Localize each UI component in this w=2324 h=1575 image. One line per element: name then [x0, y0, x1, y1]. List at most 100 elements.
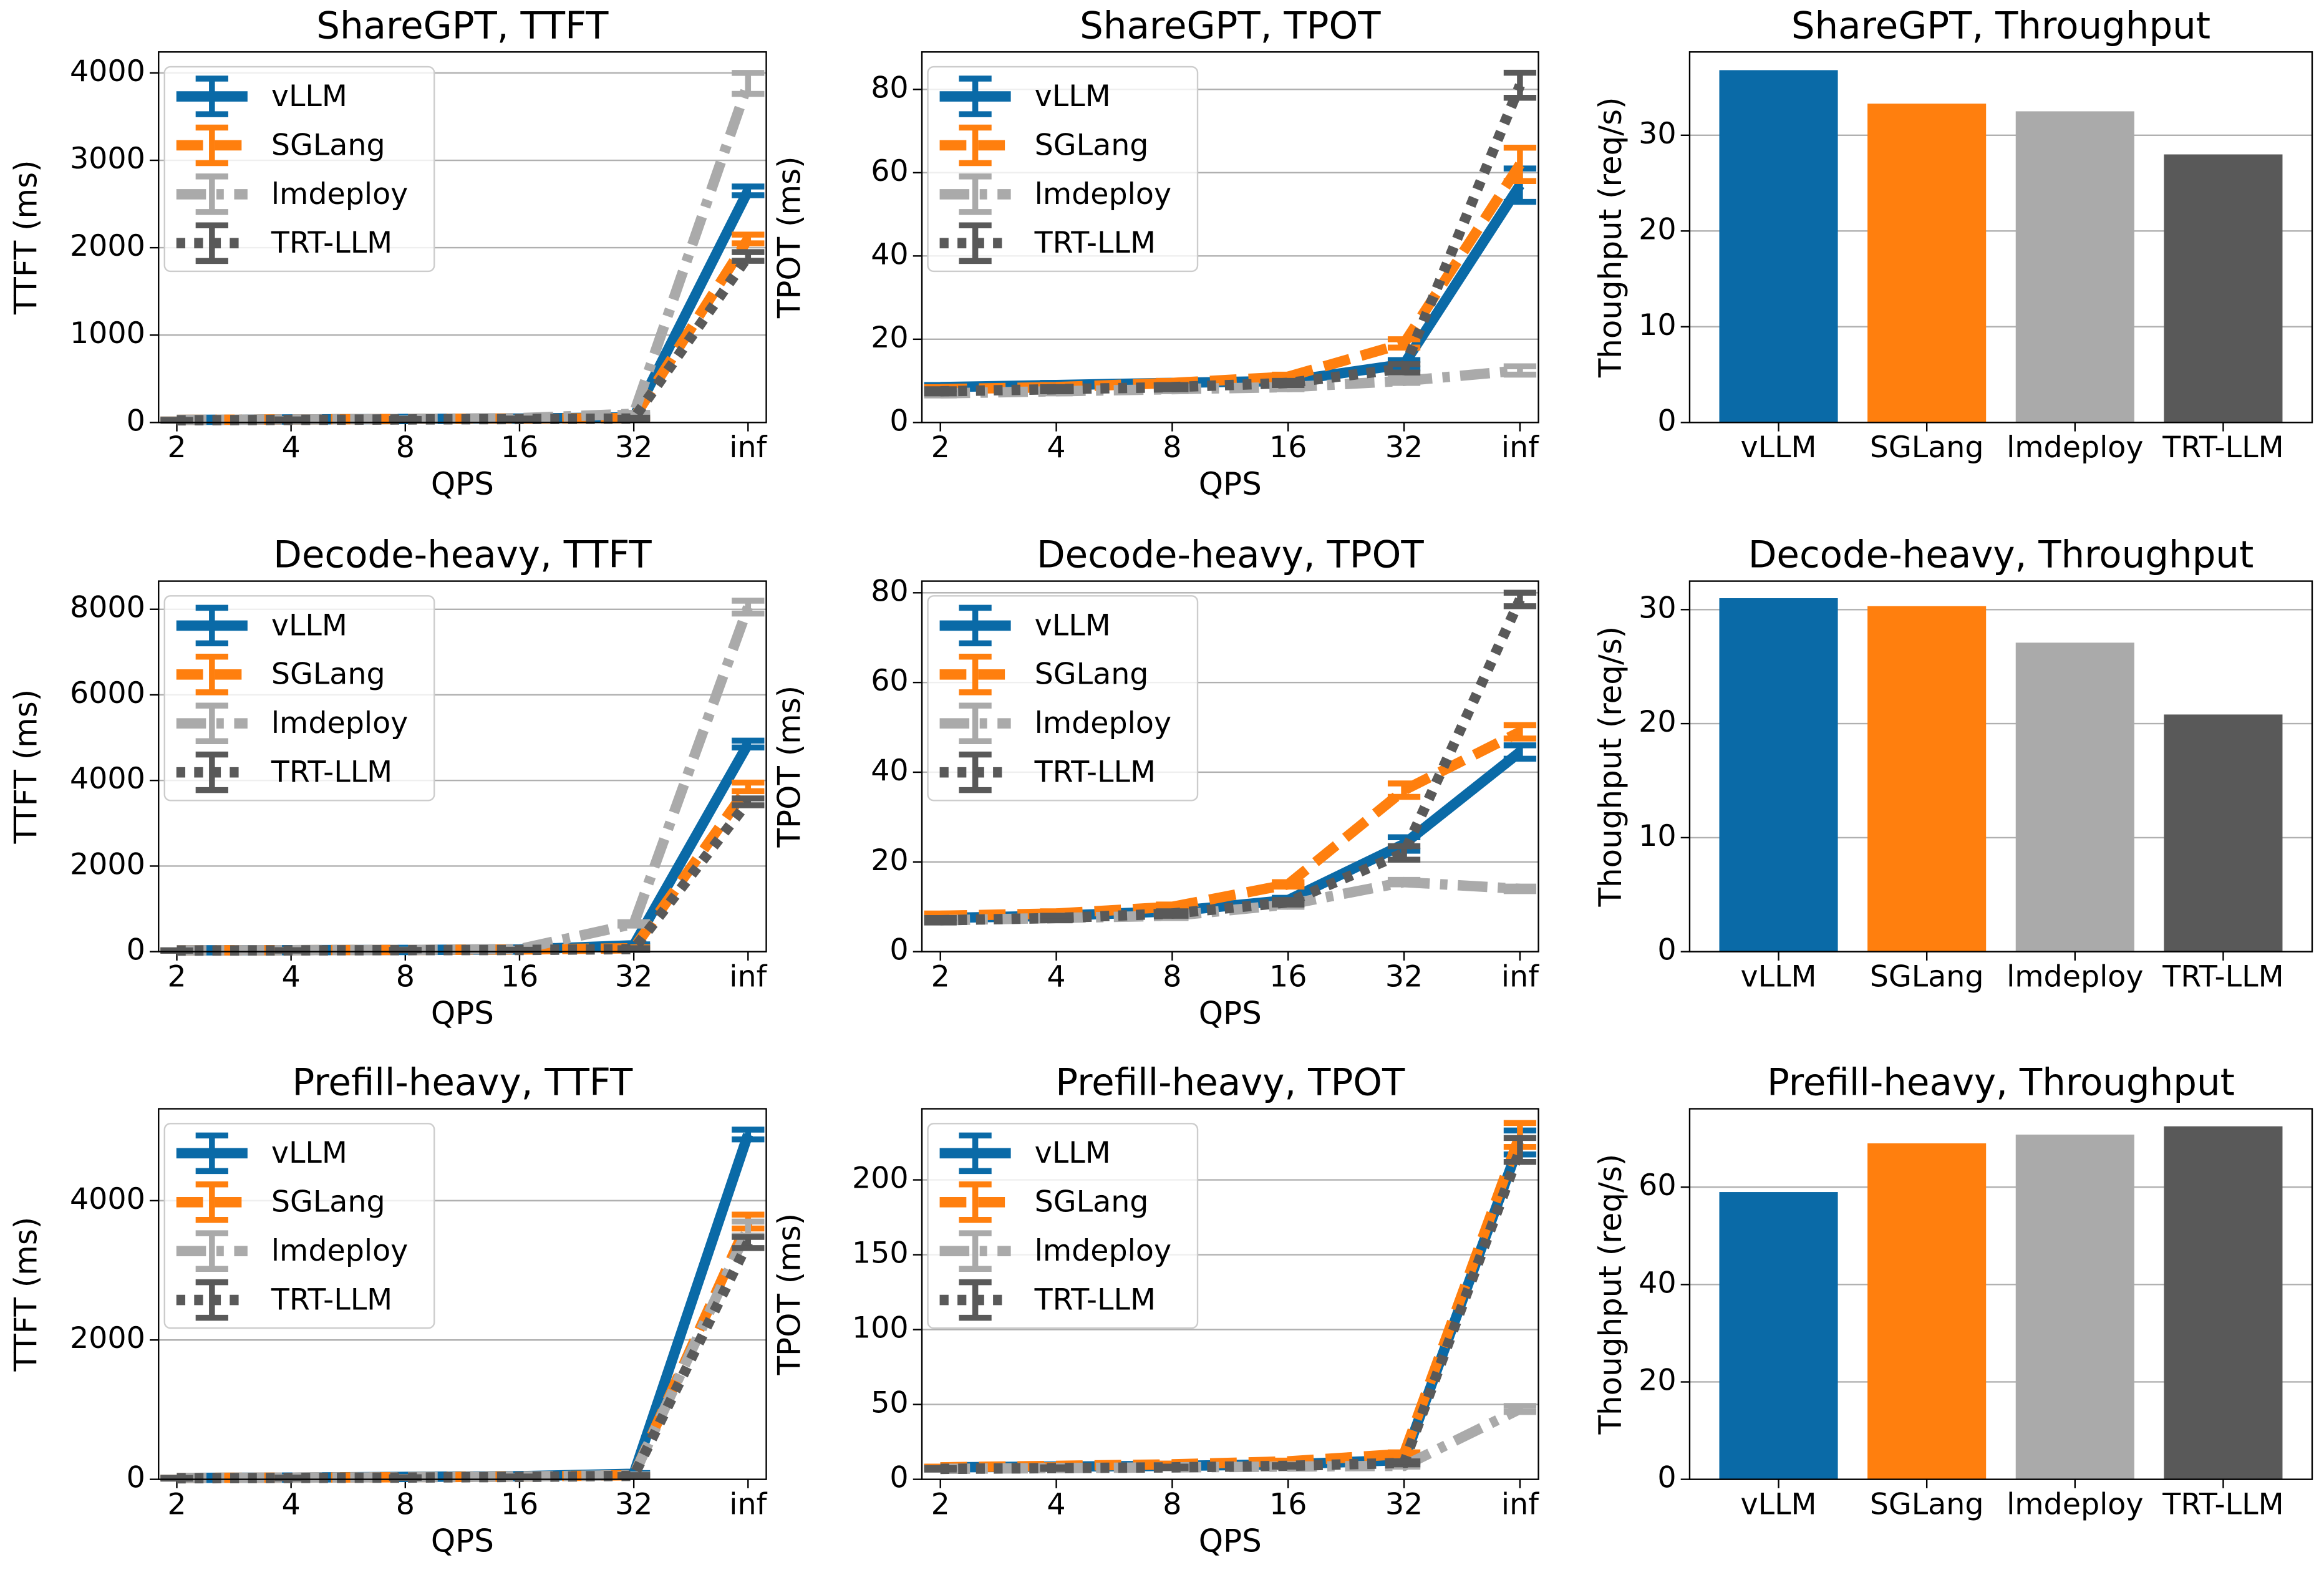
y-tick-label: 20 — [1639, 705, 1676, 739]
legend-label: SGLang — [1035, 1185, 1149, 1219]
x-tick-label: 16 — [1269, 430, 1307, 465]
y-tick-label: 0 — [889, 404, 908, 438]
error-bar — [1040, 384, 1073, 395]
y-tick-label: 8000 — [70, 591, 145, 625]
series-line — [940, 83, 1525, 397]
y-tick-label: 4000 — [70, 54, 145, 89]
y-axis-label: Thoughput (req/s) — [1592, 1154, 1629, 1435]
y-tick-label: 60 — [871, 664, 908, 698]
legend-box — [927, 65, 1199, 273]
y-tick-label: 80 — [871, 574, 908, 608]
bar — [1867, 104, 1987, 423]
error-bar — [732, 1127, 765, 1143]
error-bar — [732, 779, 765, 795]
chart-panel: 0 10 20 30 vLLM SGLang lmdeploy TRT-LLM ShareGPT… — [1592, 4, 2313, 465]
x-tick-label: 32 — [1385, 1487, 1423, 1521]
y-tick-label: 60 — [1639, 1168, 1676, 1203]
x-tick-label: 2 — [167, 959, 186, 994]
x-tick-label: 4 — [1047, 959, 1065, 994]
y-tick-label: 0 — [889, 933, 908, 967]
y-tick-label: 4000 — [70, 762, 145, 796]
y-tick-label: 40 — [871, 754, 908, 788]
error-bar — [1156, 382, 1189, 392]
error-bar — [1503, 1135, 1537, 1165]
x-tick-label: 32 — [1385, 959, 1423, 994]
error-bar — [732, 598, 765, 617]
x-tick-label: 32 — [615, 430, 652, 465]
bar — [2015, 1134, 2134, 1480]
error-bar — [617, 919, 651, 929]
error-bar — [732, 183, 765, 198]
y-axis-label: TPOT (ms) — [771, 686, 807, 848]
legend-box — [163, 1123, 435, 1329]
error-bar — [924, 914, 957, 926]
error-bar — [274, 947, 307, 954]
legend-label: lmdeploy — [1035, 706, 1171, 740]
series-line — [177, 253, 753, 426]
legend-label: vLLM — [1035, 608, 1111, 642]
legend-label: vLLM — [271, 1136, 347, 1170]
bar — [1867, 606, 1987, 952]
x-tick-label: TRT-LLM — [2162, 959, 2283, 994]
x-axis-label: QPS — [431, 466, 494, 502]
y-tick-label: 30 — [1639, 117, 1676, 151]
y-tick-label: 3000 — [70, 142, 145, 176]
y-tick-label: 100 — [852, 1311, 909, 1345]
y-tick-label: 20 — [871, 843, 908, 878]
y-tick-label: 20 — [1639, 1363, 1676, 1397]
x-tick-label: 16 — [501, 430, 538, 465]
legend-box — [163, 595, 435, 802]
legend-label: SGLang — [1035, 128, 1149, 162]
y-axis-label: TTFT (ms) — [8, 160, 44, 315]
series-line — [177, 783, 753, 956]
y-tick-label: 40 — [871, 237, 908, 271]
y-tick-label: 0 — [127, 933, 145, 967]
legend-label: vLLM — [271, 79, 347, 114]
chart-panel: 0 1000 2000 3000 4000 2 4 8 16 32 inf QPS vLLM SGLang… — [8, 4, 768, 502]
legend-label: TRT-LLM — [1034, 755, 1156, 790]
y-axis-label: Thoughput (req/s) — [1592, 97, 1629, 378]
y-tick-label: 0 — [1657, 933, 1676, 967]
legend-label: lmdeploy — [1035, 177, 1171, 211]
y-tick-label: 20 — [1639, 212, 1676, 246]
series-line — [177, 1240, 753, 1484]
error-bar — [1387, 780, 1421, 800]
x-tick-label: vLLM — [1740, 959, 1816, 994]
bar — [2164, 1126, 2283, 1480]
error-bar — [274, 416, 307, 424]
y-tick-label: 2000 — [70, 847, 145, 881]
y-tick-label: 10 — [1639, 819, 1676, 853]
chart-panel: 0 20 40 60 80 2 4 8 16 32 inf QPS vLLM SGLang lmdeploy… — [771, 4, 1539, 502]
y-tick-label: 10 — [1639, 308, 1676, 342]
legend-label: SGLang — [271, 657, 385, 692]
x-tick-label: vLLM — [1740, 430, 1816, 465]
x-tick-label: 32 — [1385, 430, 1423, 465]
legend-label: lmdeploy — [1035, 1234, 1171, 1268]
x-tick-label: inf — [1501, 959, 1539, 994]
bar — [1719, 598, 1838, 952]
series-line — [177, 798, 752, 956]
error-bar — [732, 737, 765, 751]
y-tick-label: 0 — [1657, 404, 1676, 438]
chart-title: Decode-heavy, TTFT — [273, 534, 652, 577]
axes-frame — [158, 1108, 767, 1480]
y-tick-label: 80 — [871, 70, 908, 105]
y-axis-label: TTFT (ms) — [8, 689, 44, 845]
x-tick-label: SGLang — [1870, 959, 1984, 994]
x-tick-label: 2 — [931, 959, 950, 994]
x-tick-label: 16 — [1269, 959, 1307, 994]
x-tick-label: 8 — [1163, 1487, 1181, 1521]
x-axis-label: QPS — [1199, 1523, 1262, 1559]
error-bar — [1503, 363, 1537, 378]
axes-frame — [921, 1108, 1539, 1480]
error-bar — [1040, 913, 1073, 924]
x-tick-label: TRT-LLM — [2162, 430, 2283, 465]
chart-title: ShareGPT, Throughput — [1791, 4, 2210, 47]
axes-frame — [921, 580, 1539, 952]
x-tick-label: 4 — [1047, 1487, 1065, 1521]
legend-label: vLLM — [1035, 79, 1111, 114]
legend-label: lmdeploy — [271, 706, 408, 740]
error-bar — [389, 947, 422, 954]
legend-label: TRT-LLM — [1034, 1282, 1156, 1317]
x-tick-label: 8 — [396, 1487, 415, 1521]
